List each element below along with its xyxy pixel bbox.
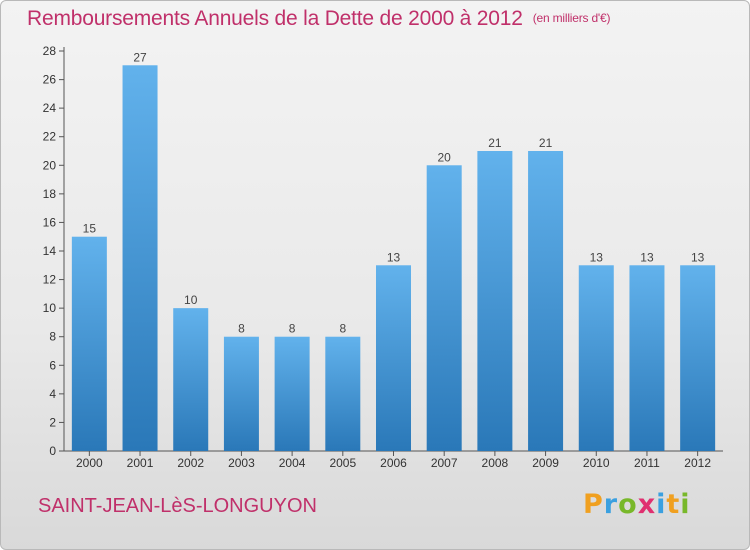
y-tick-label: 26 [43, 73, 57, 87]
data-label: 13 [640, 250, 654, 264]
logo-letter: o [618, 489, 638, 520]
data-label: 13 [387, 250, 401, 264]
x-tick-label: 2008 [482, 456, 509, 470]
y-tick-label: 16 [43, 215, 57, 229]
bar [223, 336, 259, 451]
data-label: 21 [488, 136, 502, 150]
y-tick-label: 20 [43, 158, 57, 172]
bar [528, 151, 564, 451]
x-tick-label: 2007 [431, 456, 458, 470]
bars [71, 65, 716, 452]
y-tick-label: 0 [49, 444, 56, 458]
data-label: 8 [238, 322, 245, 336]
chart-title-text: Remboursements Annuels de la Dette de 20… [27, 7, 523, 30]
data-label: 15 [83, 222, 97, 236]
logo-letter: i [656, 489, 667, 520]
y-tick-label: 4 [49, 387, 56, 401]
y-tick-label: 22 [43, 130, 57, 144]
logo-letter: x [637, 489, 657, 520]
bar [122, 65, 158, 452]
logo-letter: t [666, 489, 681, 520]
x-tick-label: 2005 [329, 456, 356, 470]
bar [680, 265, 716, 451]
data-label: 13 [691, 250, 705, 264]
bar [274, 336, 310, 451]
chart-unit: (en milliers d'€) [532, 11, 611, 25]
bar [426, 165, 462, 452]
y-tick-label: 12 [43, 273, 57, 287]
data-label: 13 [590, 250, 604, 264]
logo-letter: i [680, 489, 691, 520]
bar [173, 308, 209, 451]
y-tick-label: 18 [43, 187, 57, 201]
data-label: 27 [133, 50, 147, 64]
x-tick-label: 2009 [532, 456, 559, 470]
proxiti-logo: Proxiti [583, 489, 691, 520]
bar [578, 265, 614, 451]
x-tick-label: 2003 [228, 456, 255, 470]
bar [325, 336, 361, 451]
data-labels: 15 27 10 8 8 8 13 20 21 21 13 13 13 [83, 50, 705, 335]
data-label: 20 [438, 150, 452, 164]
x-tick-label: 2011 [634, 456, 660, 470]
data-label: 10 [184, 293, 198, 307]
y-tick-label: 10 [43, 301, 57, 315]
y-tick-label: 28 [43, 44, 57, 58]
x-tick-label: 2002 [177, 456, 204, 470]
bar [71, 236, 107, 451]
x-tick-label: 2004 [279, 456, 306, 470]
data-label: 8 [289, 322, 296, 336]
y-tick-label: 8 [49, 330, 56, 344]
commune-name: SAINT-JEAN-LèS-LONGUYON [38, 495, 317, 517]
x-tick-label: 2012 [684, 456, 711, 470]
y-tick-label: 14 [43, 244, 57, 258]
x-tick-label: 2010 [583, 456, 610, 470]
logo-letter: P [583, 489, 604, 520]
y-tick-label: 24 [43, 101, 57, 115]
data-label: 8 [339, 322, 346, 336]
bar [629, 265, 665, 451]
y-tick-label: 6 [49, 358, 56, 372]
x-tick-label: 2001 [127, 456, 154, 470]
y-tick-label: 2 [49, 415, 56, 429]
chart-title: Remboursements Annuels de la Dette de 20… [27, 7, 610, 31]
data-label: 21 [539, 136, 553, 150]
x-tick-label: 2006 [380, 456, 407, 470]
x-tick-label: 2000 [76, 456, 103, 470]
logo-letter: r [603, 489, 619, 520]
bar [477, 151, 513, 451]
bar [376, 265, 411, 451]
